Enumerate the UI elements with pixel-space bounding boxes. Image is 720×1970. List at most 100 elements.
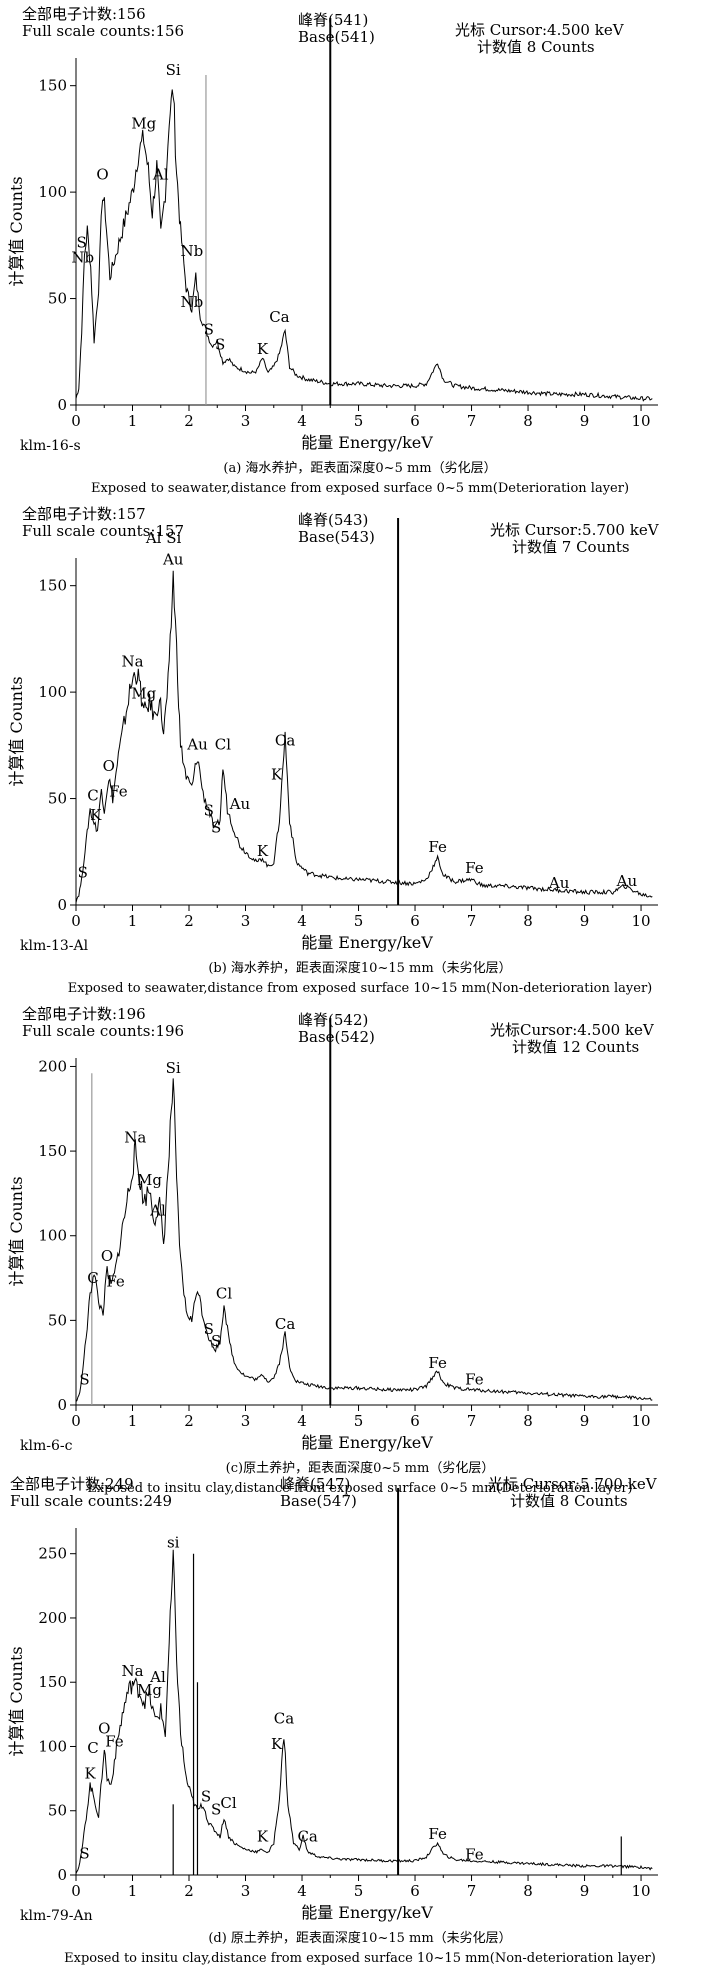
caption-cn: (a) 海水养护，距表面深度0~5 mm（劣化层） — [223, 461, 497, 476]
header-mid: 峰脊(542) Base(542) — [298, 1011, 375, 1046]
peak-label: O — [98, 1720, 110, 1738]
x-tick-label: 4 — [297, 1882, 307, 1900]
y-axis-label: 计算值 Counts — [7, 676, 26, 786]
peak-label: S — [79, 1371, 89, 1389]
peak-label: Si — [166, 61, 181, 79]
peak-label: C — [87, 1739, 98, 1757]
panel-a: 全部电子计数:156 Full scale counts:156 峰脊(541) B… — [0, 0, 720, 500]
y-tick-label: 100 — [38, 683, 67, 701]
x-tick-label: 5 — [354, 1882, 364, 1900]
caption-cn: (c)原土养护，距表面深度0~5 mm（劣化层） — [225, 1461, 495, 1476]
y-tick-label: 150 — [38, 577, 67, 595]
peak-label: C — [87, 1269, 98, 1287]
x-tick-label: 4 — [297, 1412, 307, 1430]
x-tick-label: 2 — [184, 912, 194, 930]
x-tick-label: 3 — [241, 912, 251, 930]
x-tick-label: 9 — [580, 1412, 590, 1430]
caption-cn: (d) 原土养护，距表面深度10~15 mm（未劣化层） — [208, 1931, 512, 1946]
y-tick-label: 50 — [48, 790, 67, 808]
header-mid: 峰脊(547) Base(547) — [280, 1475, 357, 1510]
peak-label: K — [271, 1735, 283, 1753]
y-tick-label: 100 — [38, 1737, 67, 1755]
peak-label: Fe — [428, 1354, 447, 1372]
peak-label: Au — [229, 795, 251, 813]
x-tick-label: 9 — [580, 912, 590, 930]
peak-label: Mg — [137, 1681, 162, 1699]
peak-label: S — [215, 336, 225, 354]
peak-label: Mg — [131, 685, 156, 703]
x-tick-label: 10 — [632, 412, 651, 430]
y-tick-label: 0 — [57, 396, 67, 414]
peak-label: si — [167, 1533, 180, 1551]
spectrum-line — [75, 570, 653, 903]
x-tick-label: 7 — [467, 1882, 477, 1900]
caption-en: Exposed to insitu clay,distance from exp… — [87, 1481, 633, 1496]
header-right: 光标 Cursor:5.700 keV 计数值 8 Counts — [488, 1475, 657, 1510]
y-tick-label: 200 — [38, 1057, 67, 1075]
x-tick-label: 8 — [523, 1882, 533, 1900]
peak-label: S — [79, 1844, 89, 1862]
peak-label: Ca — [274, 1709, 294, 1727]
panel-d: 全部电子计数:249 Full scale counts:249 峰脊(547) B… — [0, 1470, 720, 1970]
peak-label: S — [78, 863, 88, 881]
peak-label: S — [77, 233, 87, 251]
peak-label: S — [204, 802, 214, 820]
y-tick-label: 50 — [48, 1802, 67, 1820]
x-tick-label: 4 — [297, 912, 307, 930]
y-tick-label: 0 — [57, 1866, 67, 1884]
x-tick-label: 6 — [410, 1882, 420, 1900]
x-tick-label: 6 — [410, 912, 420, 930]
peak-label: S — [204, 321, 214, 339]
peak-label: Ca — [297, 1828, 317, 1846]
spectrum-line — [75, 1549, 653, 1874]
peak-label: K — [257, 340, 269, 358]
peak-label: Fe — [106, 1273, 125, 1291]
peak-label: Fe — [428, 1825, 447, 1843]
peak-label: K — [90, 806, 102, 824]
x-tick-label: 0 — [71, 412, 81, 430]
peak-label: Al — [152, 165, 169, 183]
x-tick-label: 5 — [354, 1412, 364, 1430]
x-tick-label: 2 — [184, 412, 194, 430]
y-tick-label: 250 — [38, 1545, 67, 1563]
peak-label: Au — [616, 872, 638, 890]
y-tick-label: 100 — [38, 1227, 67, 1245]
x-tick-label: 3 — [241, 412, 251, 430]
spectrum-line — [75, 1078, 653, 1402]
x-tick-label: 8 — [523, 1412, 533, 1430]
y-tick-label: 150 — [38, 77, 67, 95]
caption-cn: (b) 海水养护，距表面深度10~15 mm（未劣化层） — [208, 961, 512, 976]
peak-label: Al — [149, 1668, 166, 1686]
peak-label: C — [87, 787, 98, 805]
y-axis-label: 计算值 Counts — [7, 1176, 26, 1286]
peak-label: O — [96, 165, 108, 183]
x-tick-label: 6 — [410, 412, 420, 430]
caption-en: Exposed to insitu clay,distance from exp… — [64, 1951, 656, 1966]
x-tick-label: 1 — [128, 1882, 138, 1900]
peak-label: S — [204, 1320, 214, 1338]
peak-label: K — [257, 1828, 269, 1846]
y-tick-label: 0 — [57, 896, 67, 914]
x-tick-label: 6 — [410, 1412, 420, 1430]
peak-label: Ca — [269, 308, 289, 326]
x-tick-label: 1 — [128, 1412, 138, 1430]
panel-b: 全部电子计数:157 Full scale counts:157 峰脊(543) B… — [0, 500, 720, 1000]
y-axis-label: 计算值 Counts — [7, 1646, 26, 1756]
peak-label: Al — [149, 1201, 166, 1219]
peak-label: Au — [162, 550, 184, 568]
peak-label: Si — [166, 1059, 181, 1077]
peak-label: Fe — [465, 1371, 484, 1389]
peak-label: Fe — [428, 838, 447, 856]
peak-label: S — [211, 1332, 221, 1350]
panel-c: 全部电子计数:196 Full scale counts:196 峰脊(542) B… — [0, 1000, 720, 1500]
peak-label: Au — [548, 874, 570, 892]
peak-label: Cl — [216, 1284, 232, 1302]
spectrum-line — [75, 89, 653, 402]
peak-label: Ca — [275, 1315, 295, 1333]
header-mid: 峰脊(541) Base(541) — [298, 11, 375, 46]
header-right: 光标 Cursor:4.500 keV 计数值 8 Counts — [455, 21, 624, 56]
